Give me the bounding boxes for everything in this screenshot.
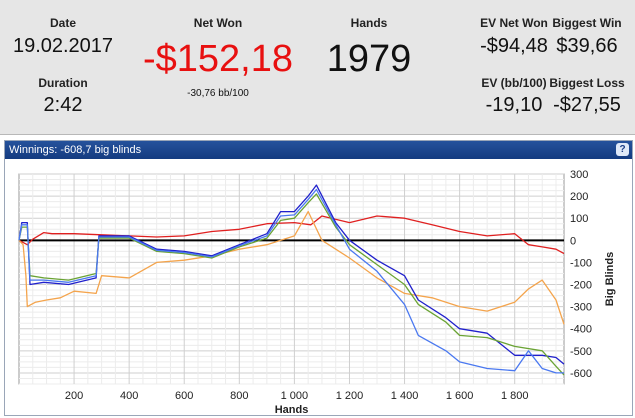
y-tick-label: 200 — [570, 191, 588, 203]
x-tick-label: 200 — [65, 390, 83, 402]
biggest-win-value: $39,66 — [556, 35, 618, 57]
y-tick-label: -300 — [570, 302, 592, 314]
x-tick-label: 1 600 — [446, 390, 474, 402]
y-tick-label: -500 — [570, 346, 592, 358]
winnings-panel: Winnings: -608,7 big blinds ? 200 400 600 8… — [4, 140, 633, 416]
ev-net-won-value: -$94,48 — [480, 35, 548, 57]
winnings-title: Winnings: -608,7 big blinds — [9, 144, 142, 156]
biggest-win-label: Biggest Win — [552, 16, 622, 30]
series-line-3 — [18, 184, 565, 365]
duration-label: Duration — [38, 76, 88, 90]
net-won-bb100: -30,76 bb/100 — [187, 88, 249, 99]
duration-value: 2:42 — [43, 94, 83, 116]
y-tick-label: -200 — [570, 280, 592, 292]
x-tick-label: 600 — [175, 390, 193, 402]
net-won-value: -$152,18 — [142, 38, 294, 80]
ev-net-won-label: EV Net Won — [480, 16, 548, 30]
ev-bb100-value: -19,10 — [485, 94, 543, 116]
y-tick-label: 0 — [570, 235, 576, 247]
biggest-loss-value: -$27,55 — [553, 94, 621, 116]
y-axis-title: Big Blinds — [604, 252, 616, 306]
date-value: 19.02.2017 — [12, 35, 114, 57]
x-tick-label: 1 800 — [501, 390, 529, 402]
y-tick-label: -100 — [570, 257, 592, 269]
x-tick-label: 400 — [120, 390, 138, 402]
winnings-chart: 200 400 600 800 1 000 1 200 1 400 1 600 1 800 300… — [18, 169, 616, 416]
ev-bb100-label: EV (bb/100) — [481, 76, 547, 90]
x-tick-label: 800 — [230, 390, 248, 402]
series-line-1 — [18, 215, 565, 255]
x-tick-label: 1 200 — [336, 390, 364, 402]
biggest-loss-label: Biggest Loss — [549, 76, 625, 90]
x-tick-label: 1 400 — [391, 390, 419, 402]
x-axis-title: Hands — [275, 404, 309, 413]
series-line-2 — [18, 210, 565, 325]
series-line-5 — [18, 188, 564, 374]
series-line-4 — [18, 193, 565, 376]
y-tick-label: -400 — [570, 324, 592, 336]
y-tick-label: 300 — [570, 169, 588, 181]
hands-label: Hands — [350, 16, 388, 30]
y-tick-label: -600 — [570, 368, 592, 380]
hands-value: 1979 — [326, 38, 412, 80]
session-summary: Date 19.02.2017 Duration 2:42 Net Won -$… — [0, 0, 635, 135]
x-tick-label: 1 000 — [281, 390, 309, 402]
y-tick-label: 100 — [570, 213, 588, 225]
net-won-label: Net Won — [193, 16, 243, 30]
winnings-titlebar: Winnings: -608,7 big blinds ? — [5, 141, 632, 159]
date-label: Date — [49, 16, 77, 30]
help-icon[interactable]: ? — [616, 143, 629, 156]
